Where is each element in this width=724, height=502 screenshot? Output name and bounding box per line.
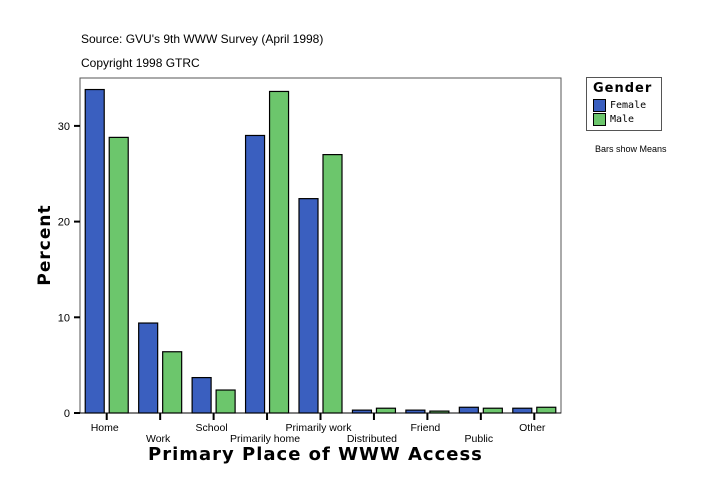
copyright-note: Copyright 1998 GTRC xyxy=(81,56,200,70)
bar-female xyxy=(512,407,533,414)
x-tick-label: Home xyxy=(91,422,119,434)
bar-male xyxy=(322,154,343,414)
x-tick-label: Primarily home xyxy=(230,433,300,445)
bar-female xyxy=(138,322,159,414)
x-tick-label: Friend xyxy=(411,422,441,434)
bar-male xyxy=(108,136,129,414)
legend-item-male: Male xyxy=(593,113,634,126)
y-tick-label: 20 xyxy=(58,217,70,229)
legend-item-female: Female xyxy=(593,99,646,112)
bar-female xyxy=(244,134,266,414)
bar-female xyxy=(298,198,319,414)
y-axis-label: Percent xyxy=(35,204,55,286)
y-tick-label: 30 xyxy=(58,121,70,133)
bar-male xyxy=(536,406,557,414)
female-swatch xyxy=(593,99,606,112)
legend: Gender Female Male xyxy=(586,77,662,131)
x-tick-label: School xyxy=(196,422,228,434)
x-tick-label: Work xyxy=(146,433,171,445)
male-swatch xyxy=(593,113,606,126)
bar-male xyxy=(482,407,503,414)
y-tick-label: 0 xyxy=(64,408,70,420)
legend-title: Gender xyxy=(593,81,653,96)
bar-female xyxy=(458,406,479,414)
source-note: Source: GVU's 9th WWW Survey (April 1998… xyxy=(81,32,324,46)
x-tick-label: Primarily work xyxy=(286,422,353,434)
legend-label: Male xyxy=(610,114,635,125)
bar-female xyxy=(191,376,212,414)
bar-female xyxy=(84,88,105,414)
legend-label: Female xyxy=(610,100,647,111)
bar-male xyxy=(268,90,290,414)
bar-male xyxy=(162,351,183,414)
x-axis-label: Primary Place of WWW Access xyxy=(148,444,483,465)
bar-male xyxy=(375,407,397,414)
y-tick-label: 10 xyxy=(58,312,70,324)
x-tick-label: Public xyxy=(465,433,494,445)
plot-area xyxy=(79,77,562,414)
bars-note: Bars show Means xyxy=(595,144,667,154)
bar-male xyxy=(215,389,236,414)
x-tick-label: Distributed xyxy=(347,433,397,445)
x-tick-label: Other xyxy=(519,422,546,434)
